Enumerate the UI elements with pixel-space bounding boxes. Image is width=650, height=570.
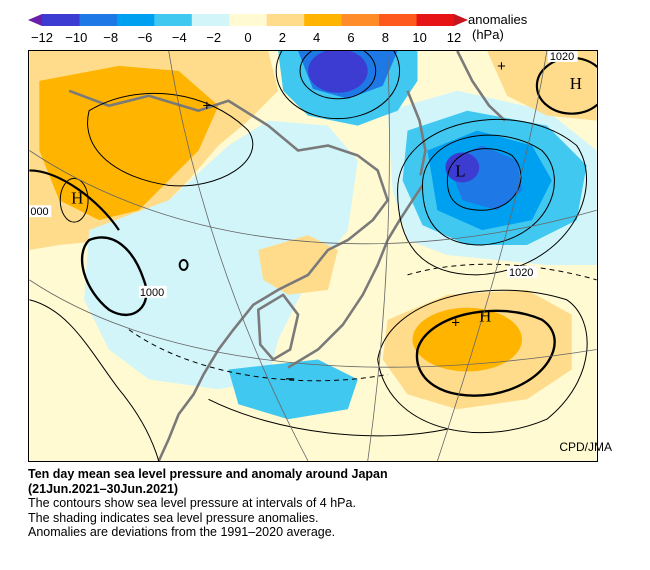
colorbar-tick-label: 2 (279, 30, 286, 45)
colorbar-cell (154, 14, 193, 26)
positive-anomaly-southeast-core (412, 307, 522, 372)
coast-sakhalin (406, 90, 427, 176)
legend-title: anomalies (468, 12, 528, 27)
isobar-high-se-outer (377, 289, 588, 434)
plus-marker-se: + (451, 315, 460, 332)
graticule (29, 51, 597, 461)
isobar-1000 (80, 236, 148, 316)
coast-korea (256, 293, 300, 361)
colorbar-tick-label: −6 (138, 30, 153, 45)
pressure-center-markers: H H H L − + + + (71, 58, 582, 388)
anomaly-colorbar: −12 −10 −8 −6 −4 −2 0 2 4 6 8 10 12 (28, 14, 468, 45)
map-credit: CPD/JMA (559, 440, 612, 454)
caption-period: (21Jun.2021–30Jun.2021) (28, 481, 179, 496)
isobar-1000-left (29, 169, 120, 231)
colorbar-cell (266, 14, 305, 26)
coast-mainland (68, 89, 389, 461)
isobars (29, 51, 597, 461)
meridian-1 (168, 51, 309, 461)
caption-line-1: The contours show sea level pressure at … (28, 496, 356, 510)
colorbar-tick-label: −10 (65, 30, 87, 45)
isobar-low-ne-2 (421, 134, 555, 246)
negative-anomaly-south (228, 359, 358, 420)
colorbar-cell (304, 14, 343, 26)
coast-kamchatka (456, 51, 506, 122)
isobar-low-ne-1 (446, 148, 522, 211)
negative-anomaly-label: − (285, 369, 295, 388)
caption-line-3: Anomalies are deviations from the 1991–2… (28, 525, 336, 539)
legend-unit: (hPa) (472, 27, 504, 42)
high-se-label: H (479, 307, 491, 326)
colorbar-tick-label: 6 (347, 30, 354, 45)
meridian-3 (437, 51, 548, 461)
isobar-labels: 000 1000 1020 1020 (29, 51, 578, 299)
high-nw-label: H (71, 188, 83, 207)
colorbar-arrow-left (28, 14, 42, 26)
colorbar-cell (79, 14, 118, 26)
isobar-1020-right (407, 263, 597, 281)
isobar-center-1 (128, 329, 388, 382)
isobar-low-ne-3 (397, 118, 587, 276)
coast-japan (287, 184, 424, 369)
latitude-line-1 (29, 279, 597, 368)
plus-marker-ne: + (497, 58, 506, 75)
colorbar-tick-label: 8 (382, 30, 389, 45)
isobar-west (29, 299, 160, 461)
colorbar-cell (379, 14, 418, 26)
colorbar-cell (229, 14, 268, 26)
pressure-anomaly-map: H H H L − + + + 000 1000 1020 1020 (28, 50, 598, 462)
colorbar-ticks: −12 −10 −8 −6 −4 −2 0 2 4 6 8 10 12 (31, 30, 461, 45)
positive-anomaly-northeast-corner (487, 51, 597, 121)
isobar-nw-loop (87, 92, 254, 187)
isobar-high-se-inner (415, 309, 556, 397)
colorbar-cell (42, 14, 80, 26)
colorbar-tick-label: −8 (103, 30, 118, 45)
colorbar-cell (116, 14, 155, 26)
colorbar-tick-label: 12 (447, 30, 461, 45)
isobar-low-north-1 (299, 51, 377, 100)
isobar-label-1000: 1000 (140, 287, 164, 299)
colorbar-cell (416, 14, 455, 26)
low-center-label: L (455, 161, 465, 180)
high-ne-label: H (570, 74, 582, 93)
colorbar-tick-label: −2 (206, 30, 221, 45)
caption-title: Ten day mean sea level pressure and anom… (28, 467, 388, 481)
colorbar-cell (341, 14, 380, 26)
caption-line-2: The shading indicates sea level pressure… (28, 510, 319, 525)
isobar-label-1020-top: 1020 (550, 51, 574, 63)
positive-anomaly-center-patch (258, 235, 338, 295)
isobar-low-north-2 (275, 51, 401, 120)
low-anomaly-northeast-core (445, 152, 480, 183)
isobar-high-nw (59, 177, 89, 223)
colorbar-arrow-right (454, 14, 468, 26)
plus-marker-nw: + (203, 98, 212, 115)
isobar-label-000: 000 (30, 206, 48, 218)
meridian-2 (367, 51, 390, 461)
negative-anomaly-central (84, 120, 358, 390)
colorbar-tick-label: 4 (313, 30, 320, 45)
colorbar-tick-label: −4 (172, 30, 187, 45)
isobar-center-2 (208, 398, 448, 437)
colorbar-cells (42, 14, 455, 26)
coastlines (68, 51, 506, 461)
isobar-label-1020-right: 1020 (509, 267, 533, 279)
colorbar-tick-label: 10 (412, 30, 426, 45)
low-anomaly-north-core (308, 51, 368, 93)
map-caption: Ten day mean sea level pressure and anom… (28, 467, 628, 540)
isobar-small-center (178, 258, 189, 271)
colorbar-tick-label: 0 (244, 30, 251, 45)
colorbar-tick-label: −12 (31, 30, 53, 45)
colorbar-cell (191, 14, 230, 26)
latitude-line-2 (29, 150, 597, 245)
